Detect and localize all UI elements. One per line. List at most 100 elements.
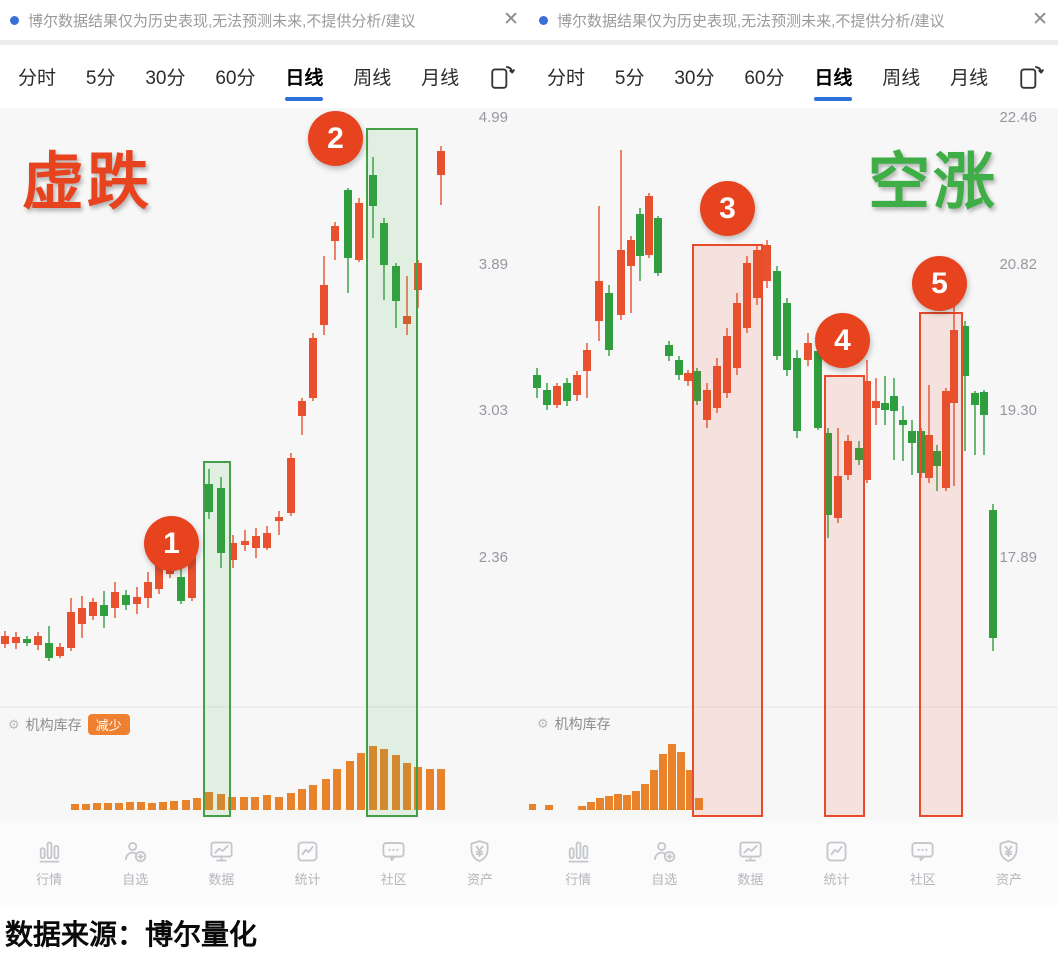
candle-body xyxy=(573,375,581,395)
assets-yuan-icon xyxy=(999,839,1018,862)
volume-bar xyxy=(686,770,694,810)
volume-bar xyxy=(182,800,190,810)
disclaimer-text: 博尔数据结果仅为历史表现,无法预测未来,不提供分析/建议 xyxy=(557,13,945,30)
stats-chart-icon xyxy=(297,841,318,861)
nav-item-community[interactable]: 社区 xyxy=(880,820,966,905)
indicator-label: 机构库存 xyxy=(25,716,82,733)
nav-item-community[interactable]: 社区 xyxy=(351,820,437,905)
candle-body xyxy=(56,647,64,656)
tab-60min[interactable]: 60分 xyxy=(215,68,256,89)
tab-5min[interactable]: 5分 xyxy=(614,68,645,89)
candle-body xyxy=(177,577,185,601)
indicator-badge-decrease: 减少 xyxy=(87,714,130,735)
tab-60min[interactable]: 60分 xyxy=(744,68,785,89)
annotation-circle-4: 4 xyxy=(815,313,870,368)
volume-bar xyxy=(605,796,613,810)
candlestick-chart-right[interactable]: 空涨 ⚙ 机构库存 22.46 20.82 19.30 17.89 3 4 5 xyxy=(529,108,1058,820)
nav-label: 社区 xyxy=(380,871,407,887)
candle-body xyxy=(595,281,603,321)
candle-body xyxy=(844,441,852,475)
volume-bar xyxy=(587,802,595,810)
price-axis-label: 4.99 xyxy=(478,109,508,126)
volume-bar xyxy=(298,789,306,810)
nav-label: 自选 xyxy=(651,871,678,887)
nav-item-stats[interactable]: 统计 xyxy=(265,820,351,905)
volume-bar xyxy=(137,802,145,810)
tab-monthly[interactable]: 月线 xyxy=(421,68,460,89)
volume-bar xyxy=(426,769,434,810)
candle-body xyxy=(665,345,673,356)
volume-bar xyxy=(217,794,225,810)
tab-weekly[interactable]: 周线 xyxy=(353,68,392,89)
tab-daily-active[interactable]: 日线 xyxy=(814,45,852,108)
candlestick-chart-left[interactable]: 虚跌 ⚙ 机构库存 减少 4.99 3.89 3.03 2.36 1 2 xyxy=(0,108,529,820)
candle-body xyxy=(863,381,871,480)
chart-canvas xyxy=(529,150,1058,817)
candle-body xyxy=(713,366,721,408)
candle-body xyxy=(834,476,842,518)
price-axis-label: 22.46 xyxy=(999,109,1037,126)
nav-item-assets[interactable]: 资产 xyxy=(966,820,1052,905)
candle-body xyxy=(890,396,898,411)
tab-5min[interactable]: 5分 xyxy=(85,68,116,89)
candle-body xyxy=(78,608,86,624)
monitor-chart-icon xyxy=(739,841,762,861)
candle-body xyxy=(583,350,591,371)
candle-body xyxy=(824,433,832,515)
candle-body xyxy=(553,386,561,405)
volume-bar xyxy=(115,803,123,810)
tab-weekly[interactable]: 周线 xyxy=(882,68,921,89)
volume-bar xyxy=(529,804,536,810)
candle-body xyxy=(392,266,400,301)
candle-body xyxy=(355,203,363,260)
annotation-circle-1: 1 xyxy=(144,516,199,571)
gear-icon[interactable]: ⚙ xyxy=(537,716,549,731)
nav-label: 数据 xyxy=(208,871,235,887)
tab-30min[interactable]: 30分 xyxy=(674,68,715,89)
nav-item-watchlist[interactable]: 自选 xyxy=(92,820,178,905)
candle-body xyxy=(122,595,130,605)
gear-icon[interactable]: ⚙ xyxy=(8,716,20,732)
close-icon[interactable]: ✕ xyxy=(1024,8,1052,31)
candle-body xyxy=(872,401,880,408)
highlight-rect-green xyxy=(203,461,231,817)
tab-minute[interactable]: 分时 xyxy=(547,68,586,89)
candle-body xyxy=(627,240,635,266)
nav-item-data[interactable]: 数据 xyxy=(178,820,264,905)
tab-30min[interactable]: 30分 xyxy=(145,68,186,89)
nav-item-assets[interactable]: 资产 xyxy=(437,820,523,905)
volume-bar xyxy=(632,791,640,810)
volume-bar xyxy=(263,795,271,810)
add-user-icon xyxy=(124,841,146,862)
close-icon[interactable]: ✕ xyxy=(495,8,523,31)
tab-monthly[interactable]: 月线 xyxy=(950,68,989,89)
tab-daily-active[interactable]: 日线 xyxy=(285,45,323,108)
candle-body xyxy=(229,543,237,560)
volume-bar xyxy=(170,801,178,810)
nav-label: 统计 xyxy=(823,871,850,887)
rotate-screen-icon[interactable] xyxy=(489,45,515,108)
nav-item-watchlist[interactable]: 自选 xyxy=(621,820,707,905)
volume-bar xyxy=(240,797,248,810)
volume-bar xyxy=(578,806,586,810)
nav-item-quotes[interactable]: 行情 xyxy=(535,820,621,905)
indicator-row: ⚙ 机构库存 xyxy=(537,714,611,734)
candle-body xyxy=(34,636,42,645)
rotate-screen-icon[interactable] xyxy=(1018,45,1044,108)
candle-body xyxy=(320,285,328,325)
nav-item-stats[interactable]: 统计 xyxy=(794,820,880,905)
volume-bar xyxy=(333,769,341,810)
big-label-hollow-rise: 空涨 xyxy=(867,148,998,217)
divider xyxy=(529,40,1058,45)
nav-item-quotes[interactable]: 行情 xyxy=(6,820,92,905)
candle-body xyxy=(241,541,249,545)
nav-item-data[interactable]: 数据 xyxy=(707,820,793,905)
tab-minute[interactable]: 分时 xyxy=(18,68,57,89)
candle-body xyxy=(155,557,163,589)
candle-body xyxy=(989,510,997,638)
candle-body xyxy=(925,435,933,478)
candle-body xyxy=(144,582,152,598)
chart-canvas xyxy=(0,128,529,817)
bottom-nav: 行情 自选 数据 统计 社区 资产 xyxy=(529,820,1058,905)
candle-body xyxy=(252,536,260,548)
